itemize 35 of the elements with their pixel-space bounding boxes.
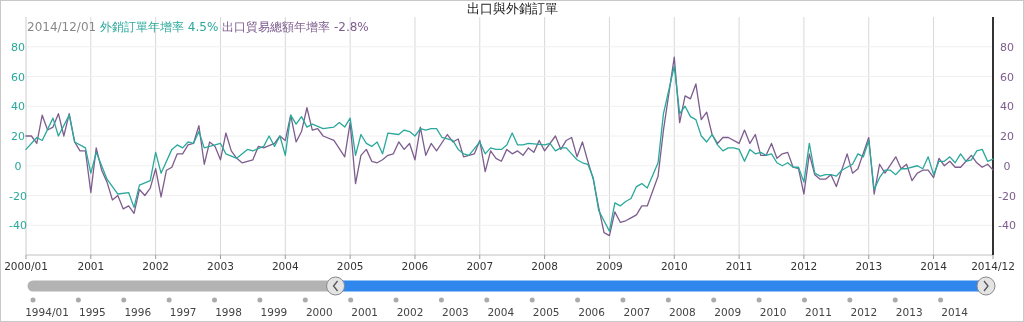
x-tick-label: 2004 [271,260,299,272]
x-tick-label: 2002 [142,260,170,272]
y2-tick-label: 0 [1003,159,1011,173]
legend-title: 2014/12/01 [27,20,100,34]
x-tick-label: 2003 [207,260,234,272]
x-tick-label: 2012 [790,260,818,272]
x-tick-label: 2009 [596,260,623,272]
y-tick-label: 0 [14,159,22,173]
chart-title: 出口與外銷訂單 [466,1,558,16]
y2-tick-label: -40 [998,219,1016,233]
y-tick-label: -20 [9,189,27,203]
y-tick-label: 80 [11,40,25,54]
y2-tick-label: 60 [1000,70,1014,84]
x-tick-label: 2000/01 [4,260,48,272]
x-tick-label: 2010 [660,260,688,272]
x-tick-label: 2001 [77,260,105,272]
y2-tick-label: 80 [1000,40,1014,54]
y-tick-label: -40 [9,219,27,233]
y2-tick-label: 20 [1000,130,1014,143]
navigator: 1994/01 1995 1996 1997 1998 1999 2000 2001 2002 2003 2004 2005 2006 2007 2008 2009 2010 2011 2012 2013 2014 [25,276,996,318]
x-tick-label: 2013 [855,260,883,272]
y2-tick-label: 40 [1000,100,1014,114]
y-tick-label: 20 [11,130,25,143]
x-tick-label: 2005 [336,260,364,272]
x-tick-label: 2014/12 [971,260,1015,272]
y2-tick-label: -20 [998,189,1016,203]
x-tick-label: 2007 [466,260,494,272]
y-tick-label: 40 [11,100,25,114]
x-tick-label: 2011 [725,260,753,272]
x-tick-label: 2014 [920,260,948,272]
text: 外銷訂單年增率 4.5% [99,20,223,34]
x-tick-label: 2008 [531,260,558,272]
x-tick-label: 2006 [401,260,429,272]
text: 出口貿易總額年增率 -2.8% [222,20,369,34]
y-tick-label: 60 [11,70,25,84]
